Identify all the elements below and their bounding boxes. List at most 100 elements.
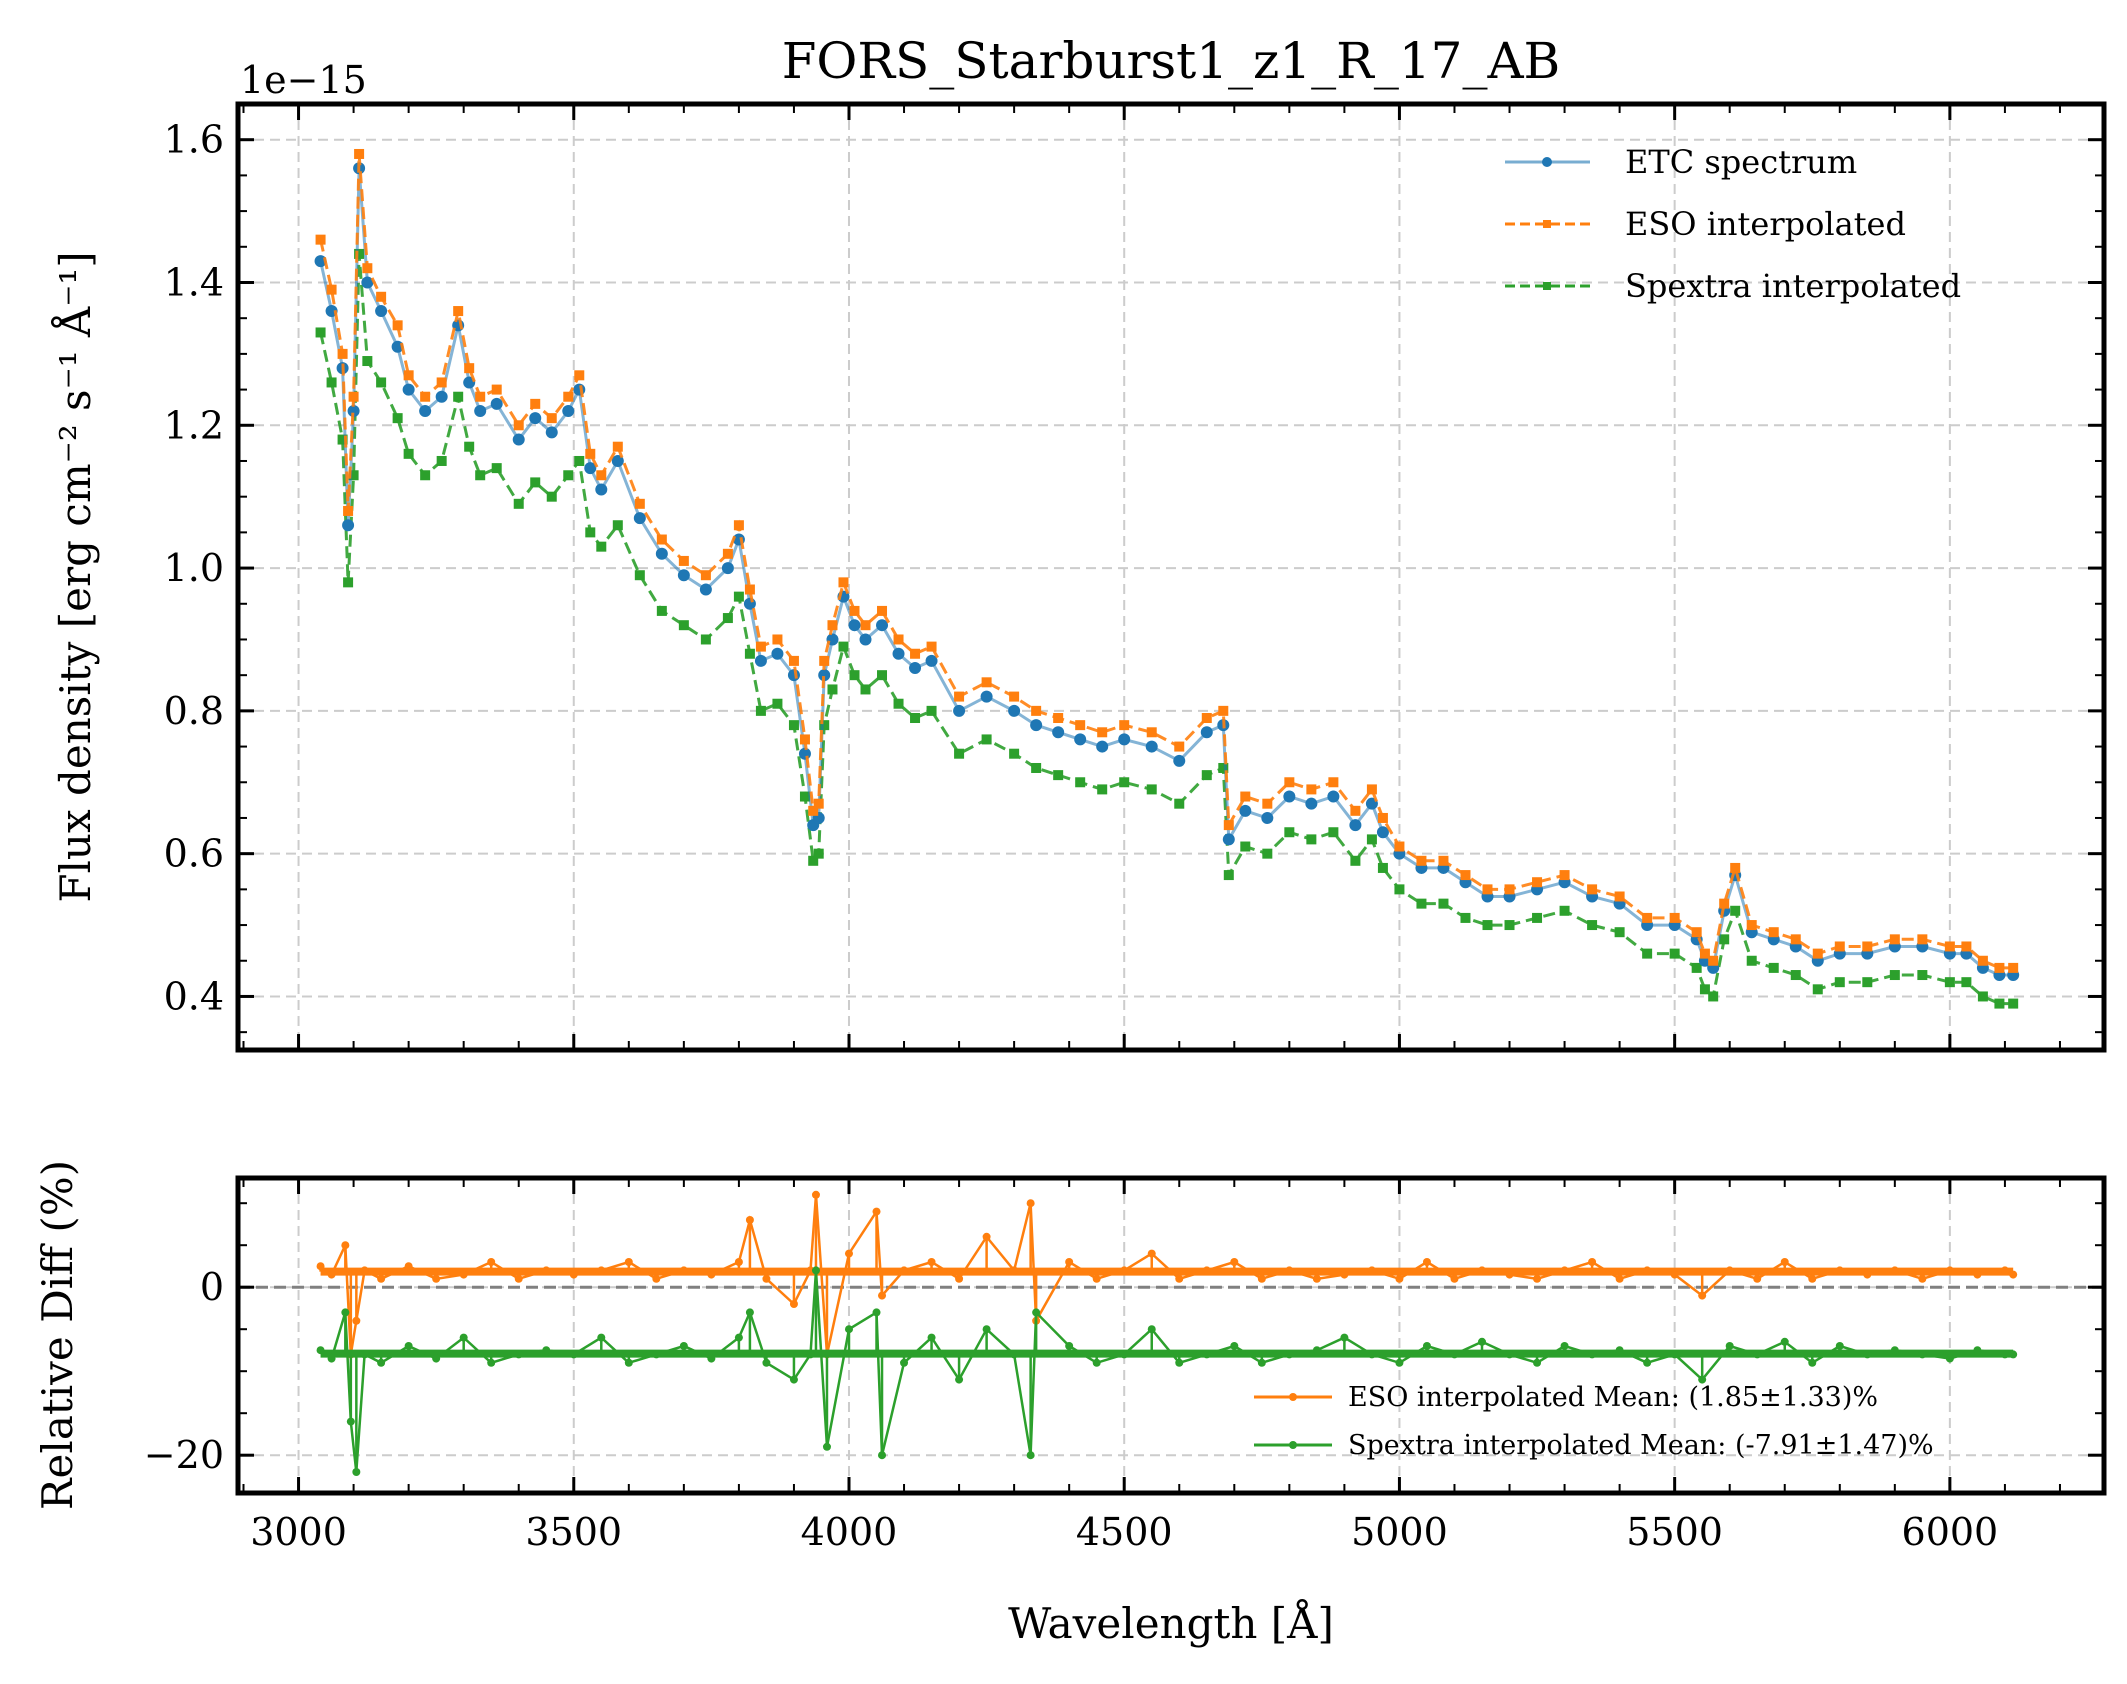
data-point <box>490 397 503 410</box>
data-point <box>343 505 354 516</box>
data-point <box>734 1258 743 1266</box>
data-point <box>1559 905 1570 916</box>
data-point <box>1230 1342 1239 1350</box>
data-point <box>487 1258 496 1266</box>
data-point <box>743 597 756 610</box>
data-point <box>982 1325 991 1334</box>
data-point <box>1560 1342 1569 1350</box>
data-point <box>1533 1358 1542 1367</box>
data-point <box>1642 948 1653 959</box>
data-point <box>1312 1274 1321 1283</box>
data-point <box>1719 898 1730 909</box>
data-point <box>877 605 888 616</box>
legend-marker <box>1543 220 1551 228</box>
data-point <box>909 662 922 675</box>
data-point <box>679 1342 688 1350</box>
data-point <box>1031 762 1042 773</box>
data-point <box>772 634 783 645</box>
data-point <box>376 291 387 302</box>
data-point <box>1097 784 1108 795</box>
relative-diff-plot-frame <box>235 1175 2107 1496</box>
x-tick-label: 6000 <box>1902 1510 1999 1554</box>
data-point <box>342 519 355 532</box>
data-point <box>1588 1350 1597 1359</box>
data-point <box>849 605 860 616</box>
data-point <box>491 384 502 395</box>
data-point <box>404 1262 413 1271</box>
data-point <box>596 470 607 481</box>
data-point <box>491 463 502 474</box>
data-point <box>612 441 623 452</box>
data-point <box>327 1270 336 1279</box>
data-point <box>1961 941 1972 952</box>
data-point <box>346 1417 355 1426</box>
data-point <box>1008 704 1021 717</box>
data-point <box>362 356 373 367</box>
data-point <box>822 1442 831 1451</box>
data-point <box>2009 1270 2018 1279</box>
data-point <box>813 798 824 809</box>
data-point <box>1065 1258 1074 1266</box>
data-point <box>1862 941 1873 952</box>
data-point <box>1146 784 1157 795</box>
data-point <box>762 1358 771 1367</box>
data-point <box>755 641 766 652</box>
data-point <box>1505 1350 1514 1359</box>
data-point <box>1944 977 1955 988</box>
data-point <box>1306 834 1317 845</box>
data-point <box>1890 1266 1899 1275</box>
data-point <box>1670 1350 1679 1359</box>
data-point <box>982 1232 991 1241</box>
data-point <box>574 370 585 381</box>
data-point <box>1973 1346 1982 1355</box>
data-point <box>514 1350 523 1359</box>
data-point <box>624 1258 633 1266</box>
data-point <box>2008 962 2019 973</box>
data-point <box>432 1354 441 1363</box>
data-point <box>1834 977 1845 988</box>
data-point <box>954 691 965 702</box>
data-point <box>597 1266 606 1275</box>
data-point <box>1790 934 1801 945</box>
data-point <box>1533 1274 1542 1283</box>
data-point <box>341 1241 350 1250</box>
data-point <box>1945 1354 1954 1363</box>
data-point <box>453 391 464 402</box>
data-point <box>1097 727 1108 738</box>
data-point <box>1053 713 1064 724</box>
data-point <box>1340 1270 1349 1279</box>
data-point <box>1808 1358 1817 1367</box>
data-point <box>1698 1291 1707 1300</box>
data-point <box>459 1333 468 1342</box>
data-point <box>569 1350 578 1359</box>
data-point <box>1719 934 1730 945</box>
data-point <box>1835 1342 1844 1350</box>
data-point <box>459 1270 468 1279</box>
legend-label: ETC spectrum <box>1625 143 1857 181</box>
data-point <box>1450 1350 1459 1359</box>
data-point <box>1075 777 1086 788</box>
data-point <box>789 1375 798 1384</box>
data-point <box>529 412 542 425</box>
data-point <box>1120 1350 1129 1359</box>
data-point <box>1119 777 1130 788</box>
data-point <box>377 1274 386 1283</box>
data-point <box>1691 927 1702 938</box>
legend-item: Spextra interpolated <box>1505 267 1961 305</box>
data-point <box>354 248 365 259</box>
data-point <box>878 1291 887 1300</box>
data-point <box>733 591 744 602</box>
series-eso-interpolated <box>315 148 2019 973</box>
data-point <box>1092 1358 1101 1367</box>
data-point <box>347 405 360 418</box>
y-tick-label: −20 <box>144 1433 224 1477</box>
data-point <box>1504 884 1515 895</box>
data-point <box>1746 955 1757 966</box>
data-point <box>1725 1266 1734 1275</box>
data-point <box>1460 870 1471 881</box>
data-point <box>1032 1308 1041 1317</box>
data-point <box>1376 826 1389 839</box>
data-point <box>1283 790 1296 803</box>
data-point <box>926 705 937 716</box>
data-point <box>1146 727 1157 738</box>
